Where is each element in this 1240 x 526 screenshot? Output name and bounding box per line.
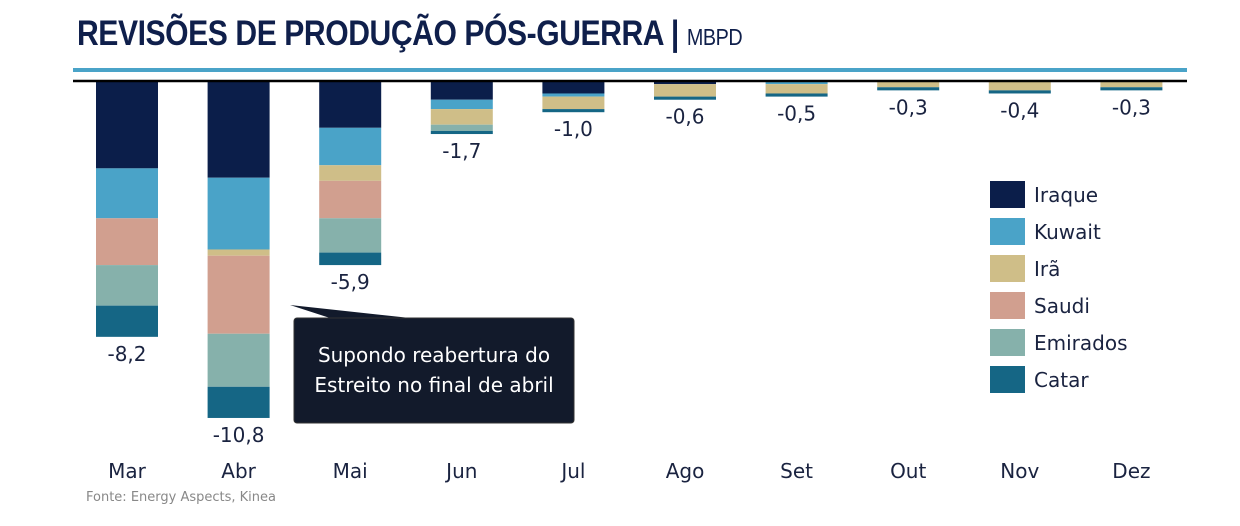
bar-segment-saudi-mar: [96, 218, 158, 266]
callout-box: [293, 317, 575, 424]
bar-segment-catar-set: [765, 93, 828, 97]
bar-segment-irã-out: [877, 81, 940, 88]
x-tick-label: Set: [780, 459, 813, 483]
x-tick-label: Mar: [108, 459, 147, 483]
bar-segment-catar-jul: [542, 109, 605, 113]
bar-segment-catar-mar: [96, 305, 158, 337]
bar-segment-kuwait-jul: [542, 93, 605, 97]
bar-segment-kuwait-mai: [319, 127, 382, 166]
x-tick-label: Mai: [333, 459, 368, 483]
legend-swatch: [990, 218, 1025, 245]
bar-segment-kuwait-abr: [207, 177, 270, 250]
callout-line-2: Estreito no final de abril: [314, 373, 553, 397]
bar-segment-iraque-jul: [542, 81, 605, 94]
bar-segment-kuwait-mar: [96, 168, 158, 219]
x-tick-label: Dez: [1112, 459, 1150, 483]
x-tick-label: Nov: [1000, 459, 1039, 483]
legend-label: Emirados: [1034, 331, 1128, 355]
x-tick-label: Ago: [666, 459, 705, 483]
unit-label: MBPD: [686, 24, 743, 50]
bar-segment-emirados-jun: [430, 124, 493, 131]
source-note: Fonte: Energy Aspects, Kinea: [86, 490, 276, 505]
bar-segment-catar-out: [877, 87, 940, 91]
page-title: REVISÕES DE PRODUÇÃO PÓS-GUERRA | MBPD: [77, 14, 743, 54]
x-tick-label: Out: [890, 459, 926, 483]
bar-segment-catar-abr: [207, 386, 270, 418]
bar-segment-iraque-mai: [319, 81, 382, 128]
total-label: -0,3: [1112, 95, 1151, 119]
bar-segment-catar-jun: [430, 130, 493, 135]
bar-segment-irã-ago: [654, 84, 716, 97]
total-label: -1,7: [442, 139, 481, 163]
bar-segment-saudi-abr: [207, 255, 270, 334]
bar-segment-emirados-mai: [319, 218, 382, 253]
total-label: -0,3: [889, 95, 928, 119]
bar-segment-catar-nov: [988, 90, 1051, 94]
bar-segment-saudi-mai: [319, 180, 382, 219]
legend-label: Saudi: [1034, 294, 1090, 318]
callout-line-1: Supondo reabertura do: [318, 343, 550, 367]
legend-swatch: [990, 329, 1025, 356]
legend-label: Kuwait: [1034, 220, 1101, 244]
bar-segment-irã-mai: [319, 165, 382, 181]
legend-label: Iraque: [1034, 183, 1098, 207]
x-tick-label: Abr: [221, 459, 256, 483]
total-label: -10,8: [213, 423, 265, 447]
bar-segment-irã-nov: [988, 81, 1051, 91]
bar-segment-iraque-jun: [430, 81, 493, 100]
legend-label: Irã: [1034, 257, 1060, 281]
bar-segment-kuwait-set: [765, 81, 828, 85]
x-tick-label: Jul: [559, 459, 585, 483]
x-tick-label: Jun: [444, 459, 477, 483]
callout-pointer: [290, 305, 410, 318]
title-text: REVISÕES DE PRODUÇÃO PÓS-GUERRA: [77, 14, 663, 53]
legend-swatch: [990, 181, 1025, 208]
bar-segment-iraque-abr: [207, 81, 270, 178]
legend-swatch: [990, 292, 1025, 319]
legend-swatch: [990, 255, 1025, 282]
bar-segment-irã-dez: [1100, 81, 1163, 88]
total-label: -0,6: [665, 105, 704, 129]
bar-segment-catar-ago: [654, 96, 716, 100]
bar-segment-catar-mai: [319, 252, 382, 266]
total-label: -5,9: [331, 270, 370, 294]
total-label: -1,0: [554, 117, 593, 141]
legend-swatch: [990, 366, 1025, 393]
title-separator: |: [670, 14, 679, 53]
bar-segment-irã-jun: [430, 109, 493, 125]
legend-label: Catar: [1034, 368, 1089, 392]
bar-segment-iraque-ago: [654, 81, 716, 85]
total-label: -0,4: [1000, 98, 1039, 122]
bar-segment-irã-jul: [542, 96, 605, 110]
bar-segment-emirados-abr: [207, 333, 270, 387]
title-rule: [73, 68, 1187, 72]
bar-segment-irã-abr: [207, 249, 270, 256]
bar-segment-irã-set: [765, 84, 828, 94]
total-label: -8,2: [107, 342, 146, 366]
bar-segment-catar-dez: [1100, 87, 1163, 91]
bar-segment-iraque-mar: [96, 81, 158, 169]
total-label: -0,5: [777, 102, 816, 126]
bar-segment-emirados-mar: [96, 265, 158, 306]
bar-segment-kuwait-jun: [430, 99, 493, 110]
